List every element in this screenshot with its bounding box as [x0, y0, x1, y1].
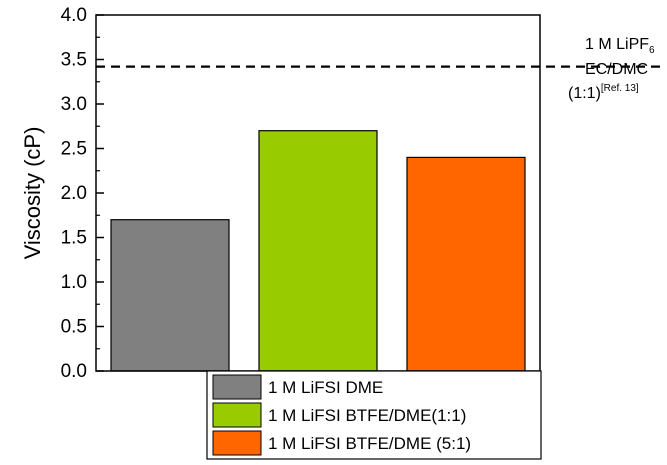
legend-swatch-1	[212, 374, 262, 400]
reference-label-line1-main: 1 M LiPF	[585, 36, 649, 53]
reference-label-line3-superscript: [Ref. 13]	[601, 83, 639, 94]
legend-swatch-3	[212, 430, 262, 456]
reference-label-line2: EC/DMC	[585, 61, 648, 78]
y-tick-label: 3.5	[61, 50, 87, 71]
y-tick-label: 1.0	[61, 272, 87, 293]
legend: 1 M LiFSI DME 1 M LiFSI BTFE/DME(1:1) 1 M …	[206, 370, 542, 460]
y-tick-label: 0.5	[61, 317, 87, 338]
y-tick-label: 2.5	[61, 139, 87, 160]
bar-3	[406, 156, 526, 372]
reference-label: 1 M LiPF6 EC/DMC (1:1)[Ref. 13]	[568, 36, 655, 102]
y-tick-label: 1.5	[61, 228, 87, 249]
y-axis-title: Viscosity (cP)	[20, 127, 45, 260]
bars-group	[110, 130, 526, 372]
reference-label-line3-main: (1:1)	[568, 85, 601, 102]
bar-1	[110, 219, 230, 372]
legend-label-1: 1 M LiFSI DME	[268, 378, 383, 397]
y-tick-label: 3.0	[61, 94, 87, 115]
reference-label-line1-subscript: 6	[649, 45, 655, 56]
legend-swatch-2	[212, 402, 262, 428]
reference-label-line1: 1 M LiPF6	[585, 36, 655, 56]
y-tick-label: 0.0	[61, 361, 87, 382]
legend-label-2: 1 M LiFSI BTFE/DME(1:1)	[268, 406, 466, 425]
reference-label-line3: (1:1)[Ref. 13]	[568, 83, 639, 102]
y-ticks-group: 0.0 0.5 1.0 1.5 2.0 2.5 3.0 3.5 4.0	[61, 5, 104, 382]
legend-box	[206, 370, 542, 460]
y-tick-label: 4.0	[61, 5, 87, 26]
legend-label-3: 1 M LiFSI BTFE/DME (5:1)	[268, 434, 471, 453]
y-tick-label: 2.0	[61, 183, 87, 204]
bar-2	[258, 130, 378, 372]
